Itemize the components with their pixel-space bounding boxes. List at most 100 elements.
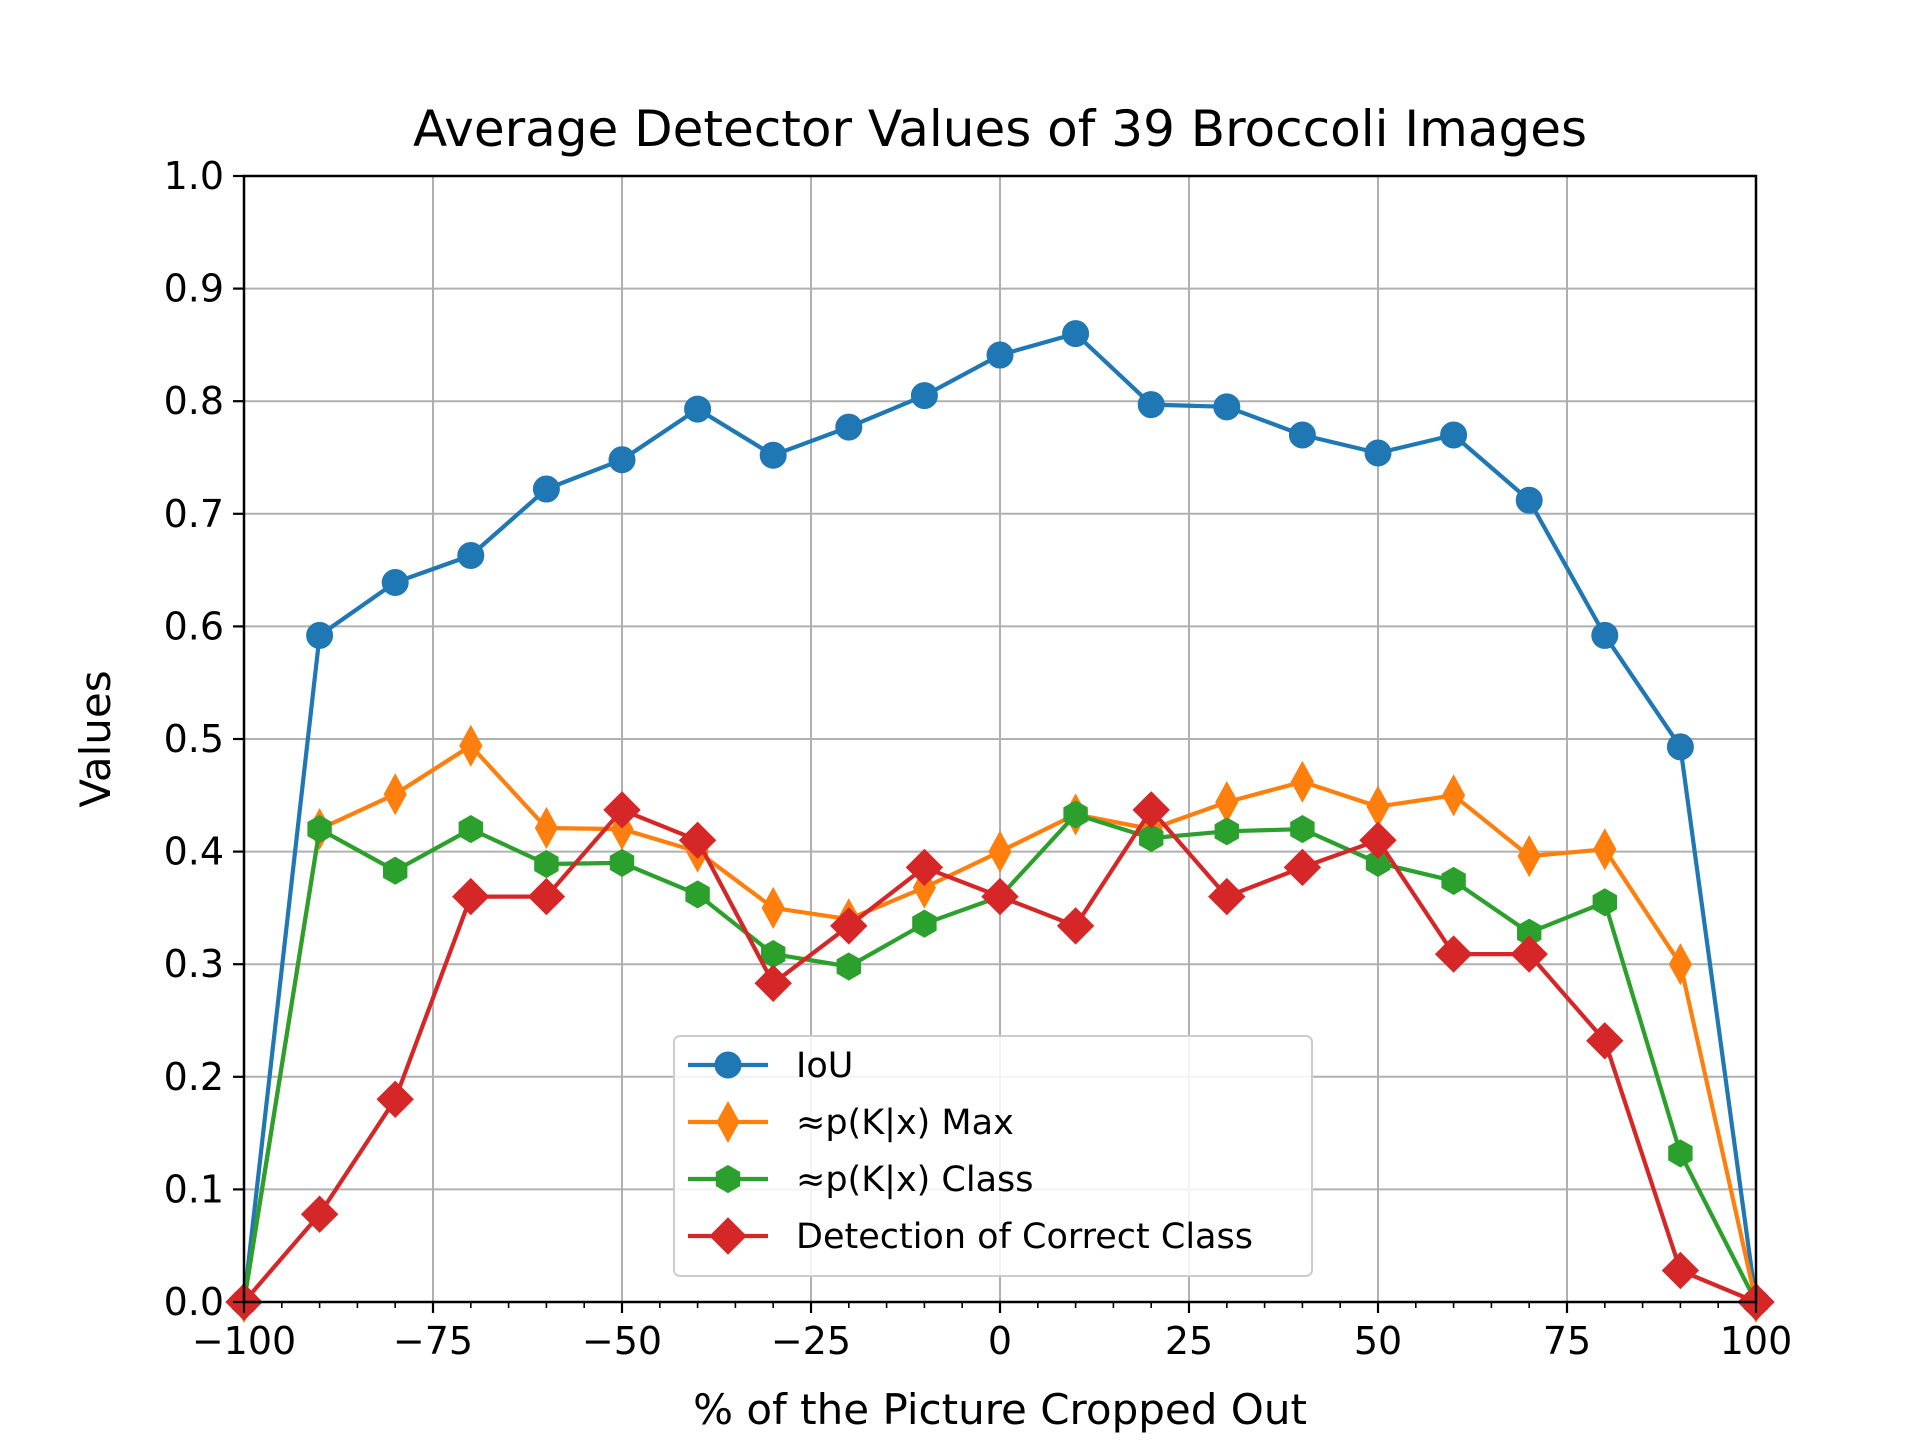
data-point — [1442, 774, 1466, 817]
data-point — [1586, 1022, 1624, 1060]
data-point — [988, 830, 1012, 873]
data-point — [981, 877, 1019, 916]
data-point — [1666, 733, 1694, 761]
chart-title: Average Detector Values of 39 Broccoli I… — [413, 100, 1587, 158]
data-point — [1661, 1251, 1700, 1290]
series-group — [225, 791, 1775, 1321]
data-point — [452, 877, 490, 916]
data-point — [1290, 815, 1315, 844]
legend-item: ≈p(K|x) Class — [688, 1160, 1034, 1200]
data-point — [1510, 935, 1548, 973]
x-tick-label: −100 — [192, 1319, 296, 1363]
data-point — [759, 441, 787, 469]
y-tick-label: 0.1 — [164, 1167, 224, 1211]
data-point — [1283, 848, 1322, 887]
legend: IoU ≈p(K|x) Max ≈p(K|x) Class Detection of … — [673, 1035, 1313, 1277]
legend-box — [673, 1035, 1313, 1277]
data-point — [457, 541, 485, 569]
data-point — [1056, 907, 1095, 945]
data-point — [684, 395, 712, 423]
x-tick-label: 75 — [1543, 1319, 1591, 1363]
data-point — [1668, 1139, 1693, 1168]
data-point — [912, 909, 937, 938]
data-point — [381, 568, 409, 596]
data-point — [383, 773, 407, 816]
data-point — [1132, 791, 1170, 829]
y-tick-label: 0.5 — [164, 717, 224, 761]
data-point — [1440, 421, 1468, 449]
data-point — [603, 791, 641, 829]
data-point — [1137, 391, 1165, 419]
data-point — [1591, 621, 1619, 649]
data-point — [761, 886, 785, 929]
legend-label: ≈p(K|x) Class — [796, 1160, 1034, 1200]
y-tick-label: 0.2 — [164, 1055, 224, 1099]
y-tick-label: 0.9 — [164, 267, 224, 311]
data-point — [910, 382, 938, 410]
y-tick-label: 0.4 — [164, 830, 224, 874]
data-point — [754, 964, 792, 1003]
data-point — [306, 621, 334, 649]
data-point — [608, 446, 636, 474]
legend-item: IoU — [688, 1046, 853, 1086]
x-axis-title: % of the Picture Cropped Out — [693, 1385, 1307, 1434]
data-point — [1517, 835, 1541, 878]
y-tick-label: 0.6 — [164, 604, 224, 648]
data-point — [1441, 866, 1466, 895]
x-tick-label: 50 — [1354, 1319, 1402, 1363]
legend-label: ≈p(K|x) Max — [796, 1103, 1014, 1143]
y-tick-label: 0.8 — [164, 379, 224, 423]
data-point — [1062, 320, 1090, 348]
data-point — [534, 806, 558, 850]
data-point — [376, 1080, 414, 1119]
data-point — [532, 475, 560, 503]
data-point — [1290, 760, 1314, 803]
y-tick-label: 0.0 — [164, 1280, 224, 1324]
legend-label: Detection of Correct Class — [796, 1217, 1253, 1257]
data-point — [300, 1195, 339, 1233]
y-tick-label: 1.0 — [164, 154, 224, 198]
data-point — [685, 880, 710, 909]
legend-label: IoU — [796, 1046, 853, 1086]
legend-marker — [715, 1164, 741, 1194]
data-point — [1213, 393, 1241, 421]
data-point — [830, 907, 868, 945]
data-point — [1063, 800, 1088, 829]
axis-ticks: −100 −75 −50 −25 0 25 50 75 100 0.0 0.1 0.2 0.3 0.4 0.… — [164, 154, 1793, 1363]
legend-marker — [716, 1100, 740, 1144]
x-tick-label: −25 — [771, 1319, 851, 1363]
x-tick-label: −50 — [582, 1319, 662, 1363]
data-point — [1592, 888, 1617, 917]
data-point — [609, 848, 635, 877]
data-point — [534, 849, 559, 879]
data-point — [986, 341, 1014, 369]
data-point — [1593, 828, 1617, 871]
x-tick-label: −75 — [393, 1319, 473, 1363]
data-point — [678, 821, 717, 860]
legend-marker — [714, 1051, 742, 1079]
data-point — [383, 856, 408, 885]
data-point — [836, 952, 861, 981]
legend-item: Detection of Correct Class — [688, 1217, 1253, 1257]
data-point — [1515, 486, 1543, 514]
x-tick-label: 0 — [988, 1319, 1012, 1363]
legend-marker — [709, 1217, 747, 1255]
data-point — [1668, 943, 1692, 986]
x-tick-label: 25 — [1165, 1319, 1213, 1363]
series-group — [231, 800, 1769, 1317]
data-point — [1208, 877, 1246, 916]
data-point — [1434, 935, 1473, 973]
data-point — [1288, 421, 1316, 449]
data-point — [1364, 439, 1392, 467]
data-point — [1359, 821, 1397, 860]
data-point — [307, 815, 332, 844]
data-point — [459, 724, 483, 767]
data-point — [458, 815, 483, 844]
y-axis-title: Values — [71, 670, 120, 807]
data-point — [1214, 817, 1239, 846]
data-point — [905, 848, 944, 887]
data-point — [835, 413, 863, 441]
legend-item: ≈p(K|x) Max — [688, 1100, 1014, 1144]
x-tick-label: 100 — [1720, 1319, 1793, 1363]
